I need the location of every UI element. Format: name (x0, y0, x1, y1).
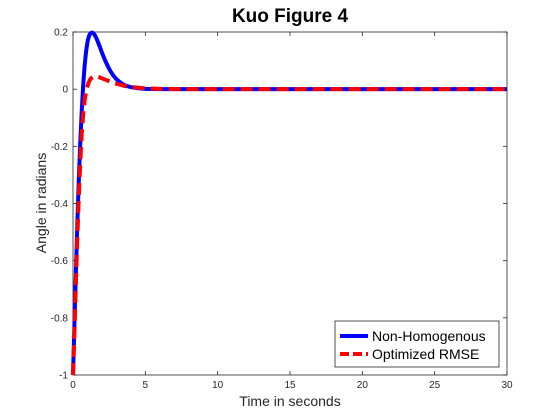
series-line-optimized-rmse (71, 74, 507, 376)
legend: Non-Homogenous Optimized RMSE (334, 320, 500, 368)
y-tick-label: 0 (62, 85, 68, 96)
y-tick-label: -0.2 (51, 142, 69, 153)
legend-label-optimized-rmse: Optimized RMSE (372, 346, 479, 362)
x-tick-label: 5 (143, 380, 149, 391)
x-tick-label: 20 (357, 380, 369, 391)
y-tick-label: -0.6 (51, 256, 69, 267)
chart-title: Kuo Figure 4 (232, 6, 349, 27)
legend-label-non-homogenous: Non-Homogenous (372, 328, 486, 344)
y-tick-label: -0.8 (51, 313, 69, 324)
x-tick-label: 15 (284, 380, 296, 391)
x-axis-label: Time in seconds (239, 393, 340, 409)
axis-ticks: 0 5 10 15 20 25 30 -1 -0.8 -0.6 -0.4 -0.2 0 0.2 (51, 28, 513, 392)
y-tick-label: 0.2 (54, 28, 68, 39)
series-group (71, 30, 507, 376)
y-tick-label: -0.4 (51, 199, 69, 210)
y-tick-label: -1 (59, 371, 68, 382)
x-tick-label: 0 (70, 380, 76, 391)
x-tick-label: 30 (501, 380, 513, 391)
y-axis-label: Angle in radians (33, 153, 49, 253)
legend-box (334, 320, 500, 368)
x-tick-label: 25 (429, 380, 441, 391)
x-tick-label: 10 (212, 380, 224, 391)
series-line-non-homogenous (71, 30, 507, 376)
